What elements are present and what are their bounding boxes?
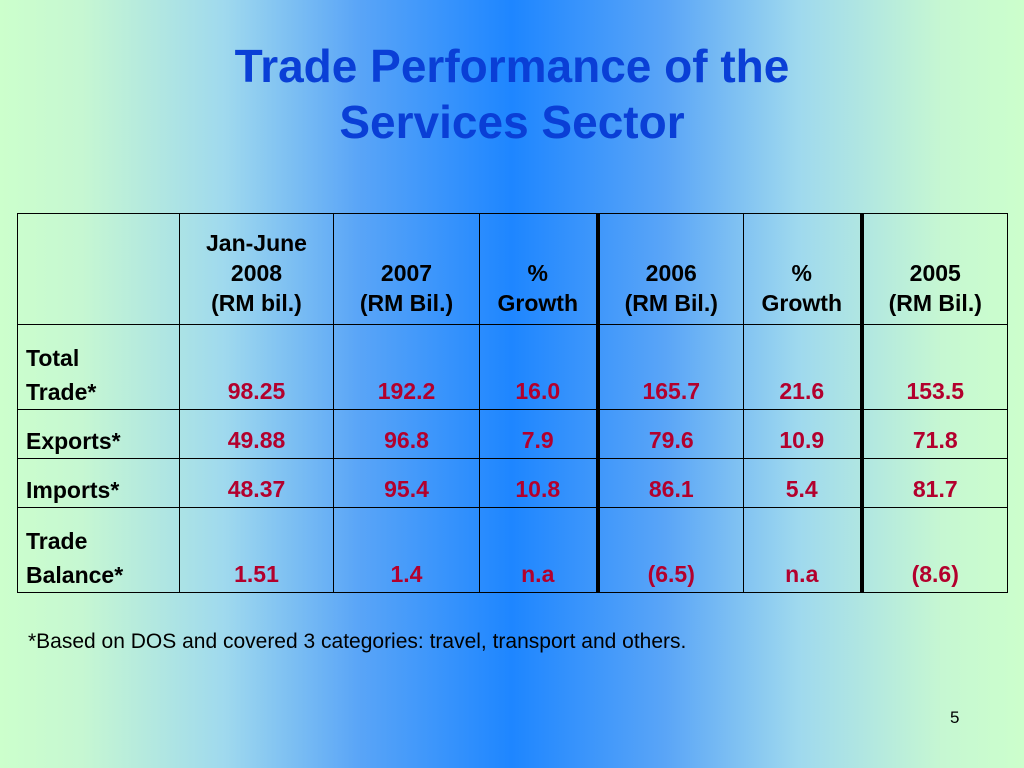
header-growth-2007: % Growth	[479, 213, 598, 325]
table-cell: 5.4	[743, 458, 862, 508]
header-line: 2007	[380, 260, 433, 286]
table-cell: 1.4	[333, 507, 480, 593]
table-cell: 49.88	[179, 409, 334, 459]
table-cell: 96.8	[333, 409, 480, 459]
table-cell: 95.4	[333, 458, 480, 508]
table-cell: 1.51	[179, 507, 334, 593]
table-cell: 71.8	[859, 409, 1008, 459]
table-cell: 98.25	[179, 324, 334, 410]
footnote: *Based on DOS and covered 3 categories: …	[28, 630, 687, 653]
header-line: (RM Bil.)	[888, 290, 982, 316]
table-cell: 86.1	[595, 458, 744, 508]
slide-title-line-2: Services Sector	[339, 96, 685, 148]
table-header-row: Jan-June 2008 (RM bil.) 2007 (RM Bil.) %…	[17, 213, 1008, 325]
table-cell: 79.6	[595, 409, 744, 459]
row-label-line: Trade*	[26, 379, 97, 405]
table-cell: 153.5	[859, 324, 1008, 410]
page-number: 5	[950, 708, 960, 727]
table-cell: 48.37	[179, 458, 334, 508]
header-line: 2006	[645, 260, 697, 286]
trade-performance-table: Jan-June 2008 (RM bil.) 2007 (RM Bil.) %…	[17, 213, 1008, 593]
row-label-total-trade: Total Trade*	[17, 324, 180, 410]
table-row-exports: Exports* 49.88 96.8 7.9 79.6 10.9 71.8	[17, 409, 1008, 459]
table-cell: n.a	[743, 507, 862, 593]
row-label-imports: Imports*	[17, 458, 180, 508]
table-cell: 7.9	[479, 409, 598, 459]
header-growth-2006: % Growth	[743, 213, 862, 325]
table-cell: 10.9	[743, 409, 862, 459]
header-line: 2005	[909, 260, 961, 286]
header-line: 2008	[230, 260, 283, 286]
header-line: Growth	[761, 290, 843, 316]
header-line: (RM Bil.)	[359, 290, 454, 316]
table-cell: (8.6)	[859, 507, 1008, 593]
header-corner-cell	[17, 213, 180, 325]
slide-title-line-1: Trade Performance of the	[234, 40, 790, 92]
header-2006: 2006 (RM Bil.)	[595, 213, 744, 325]
row-label-line: Balance*	[26, 562, 124, 588]
table-cell: 10.8	[479, 458, 598, 508]
header-line: Growth	[497, 290, 579, 316]
row-label-line: Trade	[26, 528, 88, 554]
table-cell: 81.7	[859, 458, 1008, 508]
table-cell: n.a	[479, 507, 598, 593]
table-cell: 165.7	[595, 324, 744, 410]
row-label-trade-balance: Trade Balance*	[17, 507, 180, 593]
header-line: Jan-June	[206, 230, 307, 256]
table-cell: (6.5)	[595, 507, 744, 593]
table-cell: 192.2	[333, 324, 480, 410]
slide-title: Trade Performance of the Services Sector	[0, 38, 1024, 150]
table-cell: 21.6	[743, 324, 862, 410]
table-row-trade-balance: Trade Balance* 1.51 1.4 n.a (6.5) n.a (8…	[17, 507, 1008, 593]
header-line: (RM Bil.)	[624, 290, 718, 316]
header-2007: 2007 (RM Bil.)	[333, 213, 480, 325]
table-row-total-trade: Total Trade* 98.25 192.2 16.0 165.7 21.6…	[17, 324, 1008, 410]
header-2005: 2005 (RM Bil.)	[859, 213, 1008, 325]
table-row-imports: Imports* 48.37 95.4 10.8 86.1 5.4 81.7	[17, 458, 1008, 508]
row-label-exports: Exports*	[17, 409, 180, 459]
header-line: (RM bil.)	[211, 290, 302, 316]
header-line: %	[527, 260, 548, 286]
header-jan-june-2008: Jan-June 2008 (RM bil.)	[179, 213, 334, 325]
header-line: %	[791, 260, 812, 286]
row-label-line: Total	[26, 345, 80, 371]
table-cell: 16.0	[479, 324, 598, 410]
